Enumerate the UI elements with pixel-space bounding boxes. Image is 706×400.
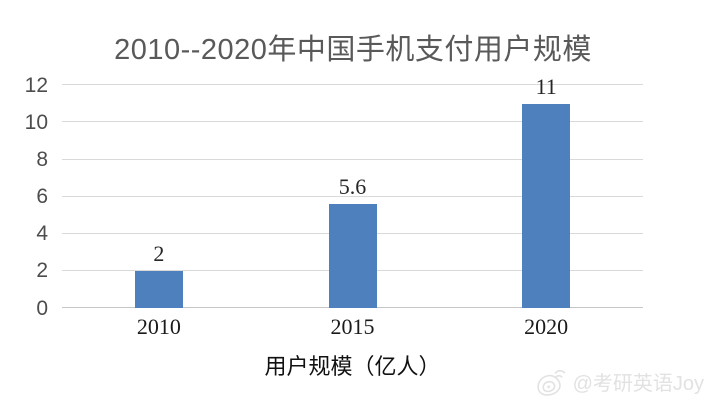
grid-line	[62, 158, 643, 160]
bar-value-label: 11	[535, 73, 557, 99]
grid-line	[62, 195, 643, 197]
x-axis-title: 用户规模（亿人）	[264, 354, 441, 379]
x-tick-label: 2010	[136, 314, 181, 339]
y-tick-label: 10	[24, 110, 48, 134]
bar	[328, 203, 377, 308]
y-tick-label: 12	[24, 73, 48, 97]
bar-value-label: 5.6	[338, 173, 367, 199]
x-tick-label: 2020	[524, 314, 569, 339]
bar	[134, 270, 183, 308]
y-tick-label: 8	[36, 147, 48, 171]
watermark: @考研英语Joy	[535, 366, 704, 396]
weibo-icon	[535, 366, 569, 396]
x-tick-label: 2015	[330, 314, 375, 339]
chart-title: 2010--2020年中国手机支付用户规模	[114, 34, 592, 66]
bar	[522, 103, 571, 308]
bar-value-label: 2	[153, 240, 165, 266]
y-tick-label: 4	[36, 222, 48, 246]
y-tick-label: 2	[36, 259, 48, 283]
watermark-text: @考研英语Joy	[572, 372, 704, 395]
y-tick-label: 6	[36, 185, 48, 208]
grid-line	[62, 84, 643, 86]
y-tick-label: 0	[36, 296, 48, 320]
grid-line	[62, 121, 643, 123]
